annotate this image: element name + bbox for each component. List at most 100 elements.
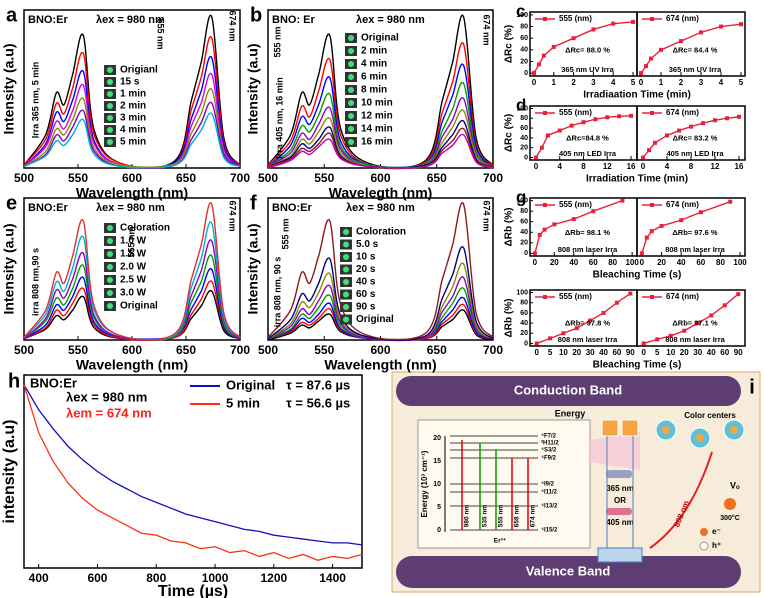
legend-icon-dot	[107, 67, 113, 73]
annotation: ΔRb= 98.1 %	[565, 228, 611, 237]
legend-icon-dot	[348, 48, 354, 54]
data-point	[725, 116, 729, 121]
levels	[450, 435, 538, 531]
plot-frame	[23, 374, 363, 569]
x-tick-label: 60	[720, 348, 729, 357]
x-tick-label: 1000	[202, 571, 229, 585]
data-point	[698, 210, 703, 215]
x-axis-label: Time (µs)	[158, 583, 228, 598]
transition-label: 535 nm	[482, 505, 489, 528]
data-point	[551, 44, 556, 49]
x-tick-label: 700	[483, 343, 503, 357]
data-point	[699, 30, 703, 35]
data-point	[653, 140, 657, 145]
series-line	[643, 293, 739, 345]
x-tick-label: 700	[230, 171, 250, 185]
data-point	[617, 114, 622, 119]
data-point	[593, 117, 598, 122]
series-line	[267, 109, 494, 169]
legend-label: Original	[356, 314, 394, 325]
data-point	[548, 336, 553, 341]
annotation: 555 nm	[126, 226, 136, 257]
energy-label: Energy	[555, 408, 586, 418]
x-tick-label: 40	[599, 348, 608, 357]
annotation: Irra 405 nm, 16 min	[274, 77, 284, 159]
legend-label: 1 min	[120, 89, 146, 100]
x-axis-label: Irradiation Time (min)	[586, 174, 688, 185]
legend-icon-dot	[107, 225, 113, 231]
annotation: λex = 980 nm	[356, 14, 425, 26]
x-tick-label: 60	[696, 258, 705, 267]
y-axis-label: Intensity (a.u)	[1, 223, 17, 314]
annotation: 808 nm laser Irra	[558, 245, 618, 254]
x-tick-label: 60	[589, 258, 598, 267]
legend-label: 2 min	[120, 101, 146, 112]
legend-icon-dot	[348, 126, 354, 132]
x-tick-label: 550	[314, 171, 334, 185]
x-tick-label: 1	[552, 78, 557, 87]
y-tick-label: 60	[520, 310, 528, 317]
series-line	[23, 384, 363, 561]
data-point	[601, 310, 606, 315]
data-point	[659, 223, 664, 228]
tick-label: 5	[437, 504, 441, 511]
electron-label: e⁻	[712, 527, 721, 536]
data-point	[641, 341, 646, 346]
color-center	[662, 426, 670, 434]
legend-icon-dot	[107, 127, 113, 133]
x-tick-label: 650	[427, 343, 447, 357]
valence-band	[396, 556, 741, 588]
data-point	[644, 235, 649, 240]
annotation: irra 808 nm, 90 s	[272, 257, 282, 328]
x-axis-label: Wavelength (nm)	[324, 357, 436, 373]
x-tick-label: 20	[550, 258, 559, 267]
data-point	[641, 155, 645, 160]
y-tick-label: 100	[516, 12, 528, 19]
x-tick-label: 550	[68, 171, 88, 185]
panel-label: d	[516, 95, 526, 114]
annotation: 555 nm	[272, 26, 282, 57]
plot-frame	[636, 11, 746, 77]
vacancy-label: Vₒ	[730, 480, 740, 490]
color-centers-label: Color centers	[684, 411, 736, 420]
data-point	[605, 115, 610, 120]
legend-marker	[650, 203, 654, 207]
legend-icon-dot	[107, 115, 113, 121]
x-tick-label: 1200	[260, 571, 287, 585]
annotation: 674 nm	[228, 10, 238, 41]
y-tick-label: 20	[520, 145, 528, 152]
series-line	[23, 112, 241, 169]
x-tick-label: 5	[739, 78, 744, 87]
energy-transfer	[590, 432, 640, 470]
legend-icon-dot	[107, 303, 113, 309]
legend-label: 5 min	[120, 137, 146, 148]
x-tick-label: 2	[571, 78, 576, 87]
transition-label: 555 nm	[498, 505, 505, 528]
panel-i: Conduction Band Valence Band i 0 5 10 15…	[391, 371, 761, 593]
color-center	[730, 426, 738, 434]
data-point	[620, 198, 625, 203]
annotation: ΔRc=84.8 %	[566, 133, 609, 142]
legend-icon-dot	[348, 35, 354, 41]
y-tick-label: 0	[524, 70, 528, 77]
series-line	[267, 262, 494, 341]
transition-label: 980 nm	[464, 505, 471, 528]
data-point	[588, 318, 593, 323]
legend-label: Original	[226, 377, 275, 392]
x-tick-label: 60	[612, 348, 621, 357]
level-label: ⁴I13/2	[541, 504, 558, 510]
annotation: 555 nm	[156, 18, 166, 49]
band-label: Valence Band	[526, 563, 611, 578]
x-tick-label: 5	[655, 348, 660, 357]
center-box	[621, 419, 639, 437]
annotation: BNO:Er	[28, 14, 68, 26]
heat-icon	[724, 498, 736, 510]
y-tick-label: 100	[516, 289, 528, 296]
panel-label: e	[6, 192, 17, 214]
y-tick-label: 80	[520, 115, 528, 122]
x-tick-label: 4	[719, 78, 724, 87]
x-tick-label: 600	[370, 343, 390, 357]
data-point	[689, 124, 693, 129]
level-label: ⁴S3/2	[541, 448, 557, 454]
y-tick-label: 80	[520, 300, 528, 307]
